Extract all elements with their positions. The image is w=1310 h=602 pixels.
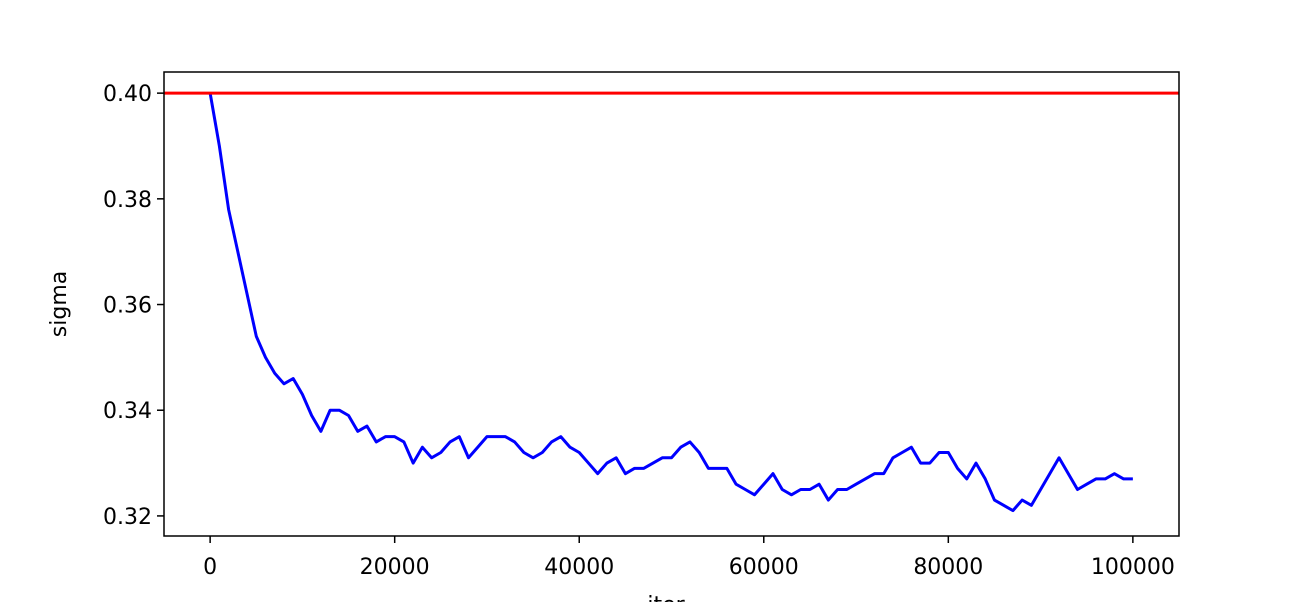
x-tick-label: 0 [203, 555, 217, 580]
x-tick-label: 80000 [913, 555, 983, 580]
x-axis-label: iter [647, 593, 685, 602]
y-tick-label: 0.36 [103, 294, 152, 319]
x-tick-label: 20000 [360, 555, 430, 580]
plot-frame [163, 71, 1180, 537]
y-tick-label: 0.32 [103, 505, 152, 530]
y-tick-label: 0.38 [103, 188, 152, 213]
x-tick-label: 100000 [1091, 555, 1175, 580]
y-tick-label: 0.40 [103, 82, 152, 107]
y-axis-label: sigma [47, 271, 72, 337]
x-tick-label: 60000 [729, 555, 799, 580]
y-tick-label: 0.34 [103, 399, 152, 424]
data-line [208, 92, 1133, 513]
x-tick-label: 40000 [544, 555, 614, 580]
